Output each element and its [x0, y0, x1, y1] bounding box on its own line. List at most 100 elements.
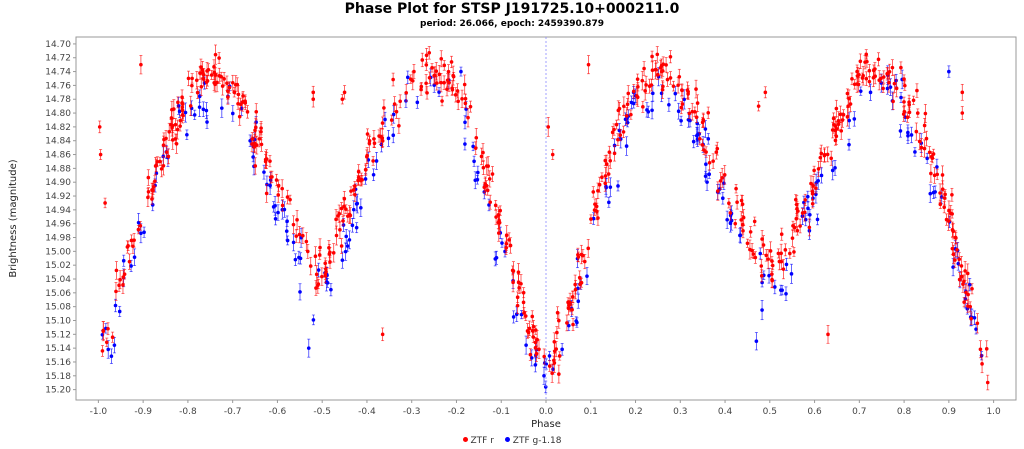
data-point — [185, 132, 189, 137]
ztf-r-point — [174, 133, 179, 154]
data-point — [953, 258, 957, 262]
ztf-r-point — [217, 52, 221, 64]
data-point — [170, 125, 174, 130]
data-point — [415, 100, 420, 105]
ztf-r-point — [606, 165, 611, 183]
data-point — [463, 120, 467, 125]
ztf-r-point — [955, 242, 959, 258]
data-point — [557, 354, 562, 358]
data-point — [834, 106, 839, 111]
data-point — [969, 316, 973, 321]
ztf-g-point — [405, 70, 410, 85]
data-point — [940, 173, 945, 177]
ztf-g-point — [909, 126, 914, 144]
data-point — [463, 142, 467, 146]
ztf-r-point — [929, 164, 933, 183]
ztf-r-point — [614, 119, 619, 130]
ztf-r-point — [199, 58, 203, 76]
ztf-r-point — [121, 276, 125, 294]
x-tick-label: 0.1 — [584, 407, 598, 417]
ztf-r-point — [342, 85, 347, 100]
data-point — [788, 251, 792, 256]
ztf-g-point — [906, 127, 910, 145]
data-point — [550, 371, 554, 376]
ztf-r-point — [550, 149, 555, 160]
ztf-r-point — [268, 155, 272, 168]
ztf-r-point — [453, 87, 458, 103]
y-tick-label: 15.06 — [45, 289, 71, 299]
data-point — [511, 315, 516, 319]
ztf-r-point — [694, 79, 698, 99]
data-point — [947, 208, 951, 213]
data-point — [566, 323, 571, 328]
y-tick-label: 14.76 — [45, 81, 71, 91]
ztf-g-point — [273, 212, 278, 226]
data-point — [510, 268, 515, 273]
ztf-r-point — [931, 148, 936, 160]
data-point — [161, 163, 166, 168]
ztf-r-point — [97, 120, 102, 134]
data-point — [445, 87, 449, 91]
data-point — [481, 165, 486, 170]
ztf-r-point — [834, 99, 839, 118]
data-point — [435, 81, 439, 85]
ztf-r-point — [938, 183, 942, 203]
data-point — [777, 259, 782, 264]
ztf-r-point — [576, 251, 581, 263]
data-point — [907, 100, 911, 104]
ztf-r-point — [342, 191, 347, 207]
ztf-r-point — [942, 190, 947, 206]
data-point — [314, 272, 319, 277]
data-point — [616, 108, 621, 113]
ztf-r-point — [252, 133, 257, 154]
ztf-r-point — [445, 82, 449, 97]
data-point — [903, 83, 907, 88]
ztf-r-point — [902, 105, 907, 119]
ztf-r-point — [881, 83, 885, 93]
ztf-r-point — [264, 184, 269, 203]
ztf-g-point — [808, 209, 812, 221]
data-point — [735, 200, 739, 205]
data-point — [573, 282, 577, 287]
y-tick-label: 15.16 — [45, 358, 71, 368]
data-point — [222, 77, 226, 81]
ztf-g-point — [355, 193, 360, 214]
ztf-r-point — [382, 99, 386, 117]
data-point — [753, 255, 758, 260]
ztf-g-point — [493, 251, 498, 267]
ztf-r-point — [829, 150, 834, 166]
legend-item-r: ZTF r — [462, 436, 494, 446]
ztf-r-point — [923, 104, 928, 123]
ztf-g-point — [706, 133, 711, 145]
data-point — [773, 285, 777, 289]
ztf-r-point — [661, 56, 666, 72]
data-point — [919, 145, 924, 150]
ztf-r-point — [158, 156, 162, 166]
data-point — [754, 339, 759, 344]
ztf-r-point — [276, 179, 281, 192]
x-tick-label: -0.9 — [134, 407, 152, 417]
ztf-r-point — [802, 203, 807, 222]
data-point — [301, 233, 305, 238]
ztf-r-point — [219, 71, 223, 82]
data-point — [113, 303, 118, 308]
data-point — [114, 289, 118, 294]
data-point — [624, 144, 629, 148]
ztf-g-point — [721, 191, 725, 205]
ztf-r-point — [127, 253, 132, 270]
data-point — [353, 192, 357, 197]
data-point — [424, 81, 428, 86]
data-point — [784, 262, 789, 267]
data-point — [703, 127, 708, 131]
ztf-r-point — [825, 146, 830, 163]
ztf-g-point — [524, 335, 528, 355]
data-point — [899, 65, 903, 70]
ztf-g-point — [273, 195, 277, 216]
data-point — [442, 63, 447, 68]
ztf-r-point — [810, 199, 815, 209]
data-point — [707, 160, 712, 165]
data-point — [101, 328, 106, 333]
ztf-r-point — [879, 73, 883, 83]
ztf-r-point — [516, 263, 521, 282]
ztf-r-point — [257, 130, 262, 148]
